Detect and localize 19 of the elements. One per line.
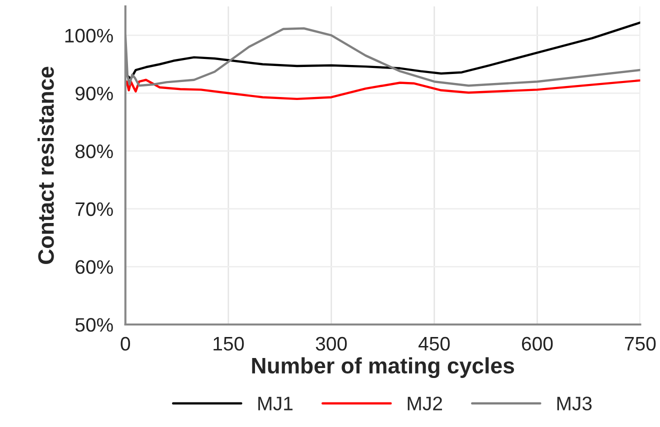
- y-axis-title: Contact resistance: [38, 66, 54, 264]
- x-tick-label: 150: [214, 336, 244, 351]
- x-tick-label: 600: [522, 336, 553, 351]
- legend-label: MJ2: [408, 396, 442, 410]
- y-tick-label: 50%: [75, 318, 113, 332]
- legend-label: MJ3: [557, 396, 592, 410]
- line-series: [126, 78, 640, 100]
- x-tick-label: 0: [120, 336, 130, 351]
- x-tick-label: 750: [624, 336, 656, 351]
- x-tick-label: 450: [418, 336, 450, 351]
- y-tick-label: 60%: [76, 260, 113, 274]
- x-tick-label: 300: [316, 336, 347, 351]
- x-axis-title: Number of mating cycles: [252, 357, 514, 378]
- y-tick-label: 70%: [76, 202, 113, 216]
- y-tick-label: 100%: [65, 28, 113, 43]
- line-series: [126, 21, 640, 80]
- y-tick-label: 80%: [76, 144, 113, 158]
- legend-label: MJ1: [258, 396, 293, 410]
- y-tick-label: 90%: [76, 86, 113, 100]
